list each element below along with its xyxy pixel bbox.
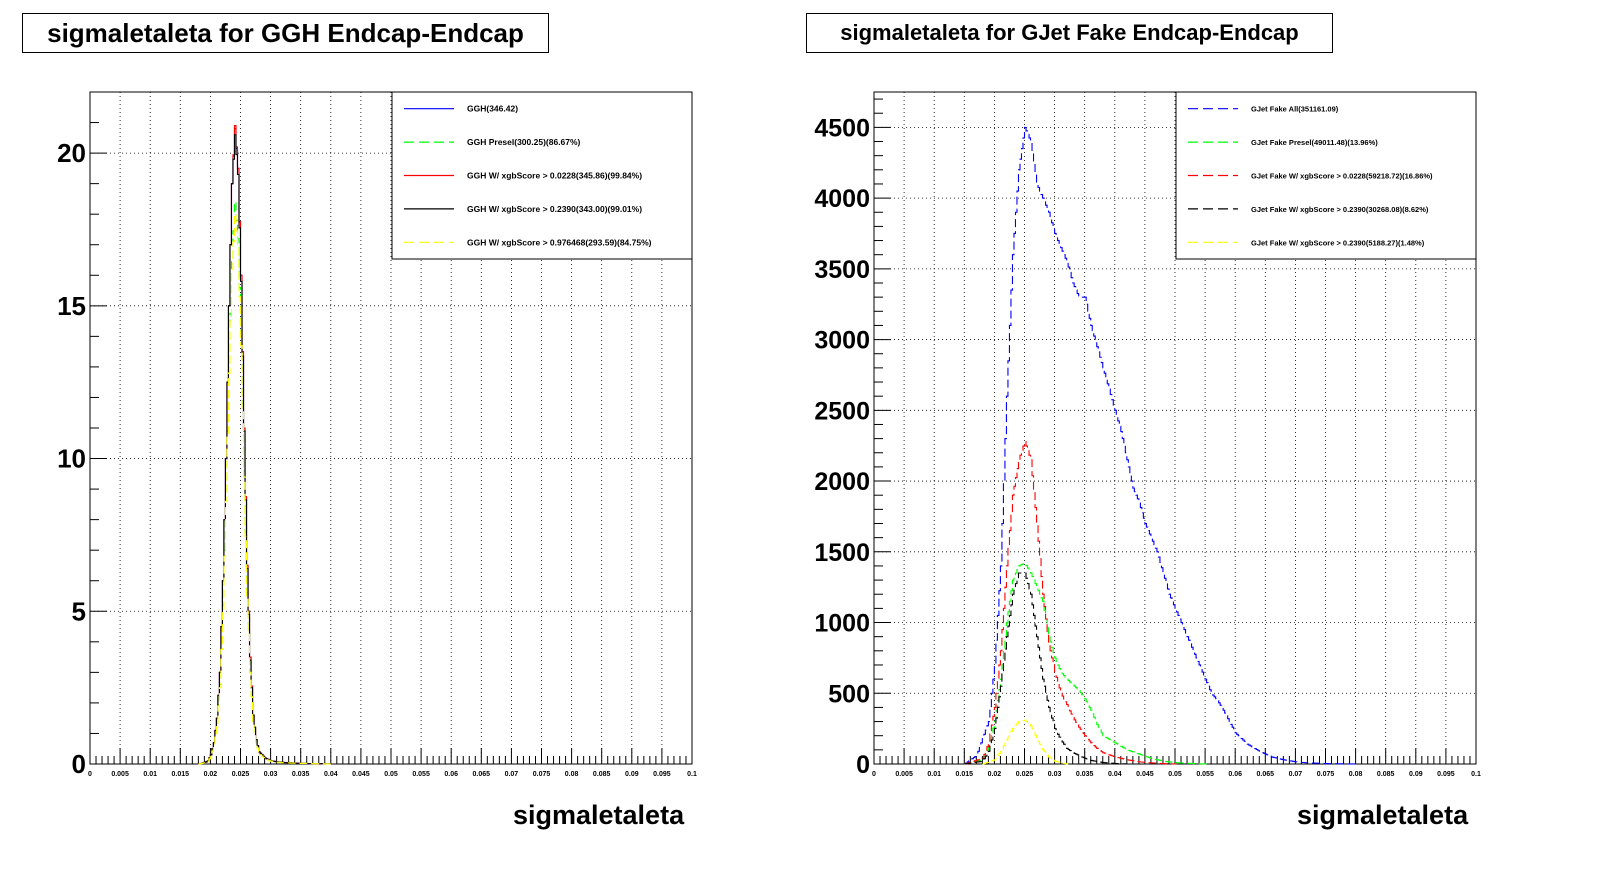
chart-title: sigmaletaleta for GGH Endcap-Endcap	[22, 13, 549, 53]
legend-label: GGH(346.42)	[467, 104, 518, 114]
x-tick-label: 0	[88, 771, 92, 778]
chart-panel-gjet: sigmaletaleta for GJet Fake Endcap-Endca…	[799, 0, 1598, 874]
x-tick-label: 0.045	[1136, 771, 1154, 778]
chart-plot-area: 0 0.005 0.01 0.015 0.02 0.025 0.03 0.035 0.04 0.0…	[814, 91, 1481, 779]
x-axis-label: sigmaletaleta	[513, 800, 685, 830]
x-tick-label: 0.04	[1108, 771, 1122, 778]
legend-label: GGH W/ xgbScore > 0.0228(345.86)(99.84%)	[467, 171, 642, 181]
series-line	[964, 440, 1177, 765]
x-tick-label: 0.025	[232, 771, 250, 778]
y-tick-label: 3000	[814, 327, 870, 355]
x-tick-label: 0.01	[143, 771, 157, 778]
legend-label: GJet Fake W/ xgbScore > 0.2390(30268.08)…	[1251, 205, 1429, 214]
legend-label: GJet Fake W/ xgbScore > 0.2390(5188.27)(…	[1251, 238, 1425, 247]
x-tick-label: 0.05	[384, 771, 398, 778]
y-tick-label: 3500	[814, 256, 870, 284]
legend-label: GGH W/ xgbScore > 0.976468(293.59)(84.75…	[467, 237, 652, 247]
legend: GGH(346.42) GGH Presel(300.25)(86.67%) GGH…	[391, 91, 693, 260]
x-tick-label: 0.06	[1228, 771, 1242, 778]
x-tick-label: 0.07	[505, 771, 519, 778]
series-line	[198, 134, 333, 765]
x-tick-label: 0.015	[172, 771, 190, 778]
y-tick-label: 4000	[814, 185, 870, 213]
y-tick-label: 1000	[814, 610, 870, 638]
x-tick-label: 0.095	[653, 771, 671, 778]
x-tick-label: 0.005	[111, 771, 129, 778]
plot-frame	[89, 91, 693, 765]
series-line	[982, 719, 1069, 765]
y-tick-label: 0	[72, 749, 86, 779]
y-tick-label: 5	[72, 596, 86, 626]
chart-panel-ggh: sigmaletaleta for GGH Endcap-Endcap 0 0.0…	[22, 13, 697, 830]
series-group	[198, 125, 333, 765]
x-tick-label: 0.055	[412, 771, 430, 778]
series-line	[964, 572, 1129, 765]
y-tick-label: 1500	[814, 539, 870, 567]
x-tick-label: 0.03	[1048, 771, 1062, 778]
x-tick-label: 0.095	[1437, 771, 1455, 778]
x-tick-label: 0	[872, 771, 876, 778]
y-tick-label: 20	[57, 138, 86, 168]
x-tick-label: 0.085	[1377, 771, 1395, 778]
x-tick-label: 0.02	[988, 771, 1002, 778]
y-tick-label: 2500	[814, 397, 870, 425]
x-tick-label: 0.025	[1016, 771, 1034, 778]
x-tick-label: 0.1	[687, 771, 697, 778]
x-tick-label: 0.055	[1196, 771, 1214, 778]
y-tick-label: 4500	[814, 114, 870, 142]
legend-label: GJet Fake W/ xgbScore > 0.0228(59218.72)…	[1251, 172, 1433, 181]
x-tick-label: 0.065	[473, 771, 491, 778]
series-line	[198, 213, 333, 765]
x-tick-label: 0.035	[292, 771, 310, 778]
legend-label: GGH W/ xgbScore > 0.2390(343.00)(99.01%)	[467, 204, 642, 214]
x-tick-label: 0.08	[565, 771, 579, 778]
x-axis-label: sigmaletaleta	[1297, 800, 1469, 830]
legend-label: GJet Fake Presel(49011.48)(13.96%)	[1251, 138, 1378, 147]
x-tick-label: 0.01	[927, 771, 941, 778]
x-tick-label: 0.04	[324, 771, 338, 778]
y-tick-label: 0	[856, 751, 870, 779]
series-line	[964, 126, 1358, 765]
x-tick-label: 0.1	[1471, 771, 1481, 778]
x-tick-label: 0.08	[1349, 771, 1363, 778]
legend-label: GJet Fake All(351161.09)	[1251, 105, 1339, 114]
x-tick-label: 0.03	[264, 771, 278, 778]
x-tick-label: 0.045	[352, 771, 370, 778]
x-tick-label: 0.065	[1257, 771, 1275, 778]
x-tick-label: 0.09	[625, 771, 639, 778]
x-tick-label: 0.015	[956, 771, 974, 778]
x-tick-label: 0.02	[204, 771, 218, 778]
x-tick-label: 0.06	[444, 771, 458, 778]
y-tick-label: 15	[57, 291, 86, 321]
x-tick-label: 0.035	[1076, 771, 1094, 778]
series-line	[964, 562, 1207, 765]
x-tick-label: 0.09	[1409, 771, 1423, 778]
series-group	[964, 126, 1358, 765]
y-tick-label: 2000	[814, 468, 870, 496]
x-tick-label: 0.05	[1168, 771, 1182, 778]
x-tick-label: 0.075	[1317, 771, 1335, 778]
chart-plot-area: 0 0.005 0.01 0.015 0.02 0.025 0.03 0.035 0.04 0.0…	[57, 91, 697, 779]
y-tick-label: 500	[828, 680, 870, 708]
x-tick-label: 0.075	[533, 771, 551, 778]
x-tick-label: 0.07	[1289, 771, 1303, 778]
legend: GJet Fake All(351161.09) GJet Fake Presel…	[1175, 91, 1477, 260]
x-tick-label: 0.005	[895, 771, 913, 778]
x-tick-label: 0.085	[593, 771, 611, 778]
legend-label: GGH Presel(300.25)(86.67%)	[467, 137, 581, 147]
y-tick-label: 10	[57, 444, 86, 474]
chart-title: sigmaletaleta for GJet Fake Endcap-Endca…	[806, 13, 1333, 53]
